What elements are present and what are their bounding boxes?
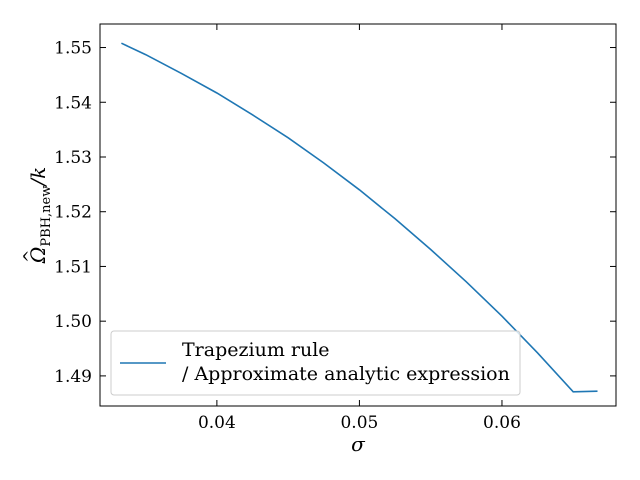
y-tick-label: 1.53	[54, 148, 92, 168]
legend-label-line1: Trapezium rule	[182, 339, 330, 361]
plot-frame	[99, 23, 617, 407]
legend: Trapezium rule / Approximate analytic ex…	[110, 330, 521, 396]
y-tick-label: 1.54	[54, 93, 92, 113]
x-axis-ticks: 0.04 0.05 0.06	[198, 24, 521, 433]
y-axis-label-omega: Ω	[26, 247, 50, 265]
y-tick-label: 1.50	[54, 312, 92, 332]
y-axis-label-subscript: PBH,new	[39, 186, 54, 247]
series-line-trapezium	[121, 42, 598, 393]
legend-box	[110, 330, 521, 396]
svg-text:ΩPBH,new/k: ΩPBH,new/k	[26, 167, 54, 264]
legend-label-line2: / Approximate analytic expression	[182, 363, 510, 385]
y-tick-label: 1.49	[54, 367, 92, 387]
y-axis-label: ΩPBH,new/k	[26, 167, 54, 264]
y-tick-label: 1.52	[54, 203, 92, 223]
x-tick-label: 0.05	[340, 413, 378, 433]
y-axis-ticks: 1.49 1.50 1.51 1.52 1.53 1.54 1.55	[54, 39, 616, 387]
x-tick-label: 0.04	[198, 413, 236, 433]
y-axis-label-suffix: /k	[26, 167, 50, 188]
x-tick-label: 0.06	[483, 413, 521, 433]
x-axis-label: σ	[351, 432, 366, 456]
y-tick-label: 1.55	[54, 39, 92, 59]
y-tick-label: 1.51	[54, 257, 92, 277]
y-axis-label-hat: ^	[20, 250, 39, 263]
